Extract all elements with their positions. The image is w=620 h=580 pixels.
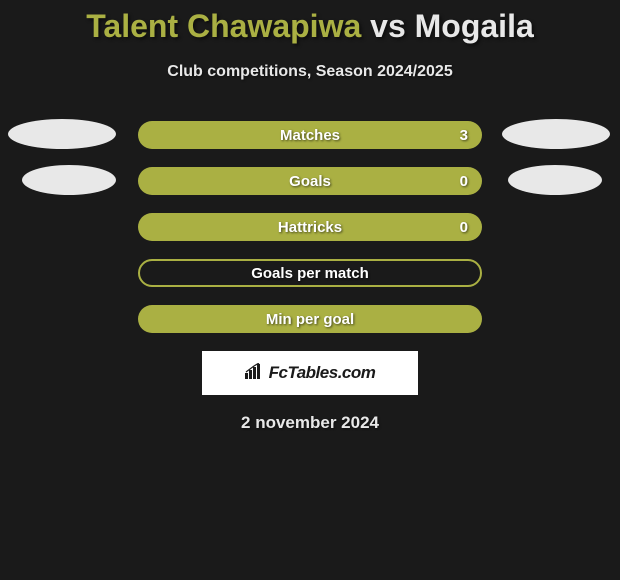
stat-label: Hattricks (278, 219, 342, 236)
stat-value-right: 0 (460, 219, 468, 236)
player2-indicator-1 (502, 119, 610, 149)
page-title: Talent Chawapiwa vs Mogaila (0, 8, 620, 45)
player2-name: Mogaila (415, 8, 534, 44)
stat-bar-goals: Goals 0 (138, 167, 482, 195)
stat-label: Goals (289, 173, 331, 190)
watermark-text: FcTables.com (269, 363, 376, 383)
chart-bars-icon (245, 363, 265, 384)
stat-label: Goals per match (251, 265, 369, 282)
stat-bar-hattricks: Hattricks 0 (138, 213, 482, 241)
stat-bar-min-per-goal: Min per goal (138, 305, 482, 333)
stat-bar-goals-per-match: Goals per match (138, 259, 482, 287)
stat-value-right: 3 (460, 127, 468, 144)
stat-bar-matches: Matches 3 (138, 121, 482, 149)
vs-separator: vs (361, 8, 414, 44)
subtitle: Club competitions, Season 2024/2025 (0, 63, 620, 81)
player2-indicator-2 (508, 165, 602, 195)
player1-name: Talent Chawapiwa (86, 8, 361, 44)
stat-value-right: 0 (460, 173, 468, 190)
stat-label: Matches (280, 127, 340, 144)
stat-label: Min per goal (266, 311, 354, 328)
watermark: FcTables.com (202, 351, 418, 395)
player1-indicator-2 (22, 165, 116, 195)
date-label: 2 november 2024 (0, 413, 620, 433)
stats-section: Matches 3 Goals 0 Hattricks 0 Goals per … (0, 121, 620, 333)
comparison-infographic: Talent Chawapiwa vs Mogaila Club competi… (0, 0, 620, 433)
player1-indicator-1 (8, 119, 116, 149)
